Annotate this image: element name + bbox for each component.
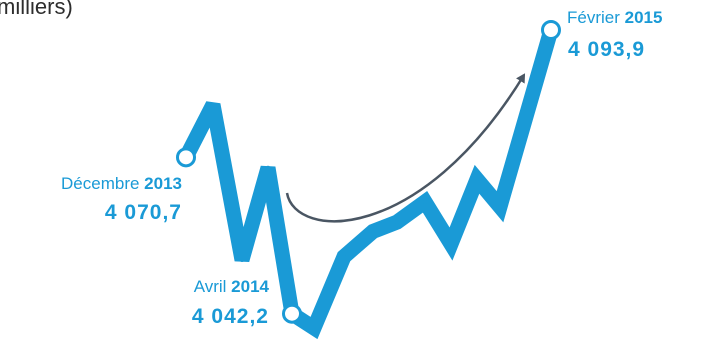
data-point — [211, 102, 215, 107]
annotation-year: 2014 — [231, 277, 269, 296]
highlight-marker — [176, 147, 196, 168]
highlight-marker — [541, 20, 561, 40]
data-point — [240, 257, 244, 262]
data-point — [342, 254, 346, 259]
marker-layer — [176, 20, 561, 324]
data-point — [498, 204, 502, 209]
data-point — [449, 242, 453, 247]
data-point — [395, 220, 399, 225]
annotation-value-apr-2014: 4 042,2 — [192, 305, 269, 328]
annotation-month: Décembre — [61, 174, 139, 193]
annotation-period-feb-2015: Février 2015 — [567, 8, 662, 27]
data-point — [371, 229, 375, 234]
data-point — [475, 177, 479, 182]
highlight-marker — [282, 303, 302, 324]
annotation-month: Avril — [194, 277, 227, 296]
trend-arrow — [285, 73, 526, 223]
data-point — [312, 326, 316, 330]
annotation-period-dec-2013: Décembre 2013 — [61, 174, 182, 193]
annotation-year: 2015 — [625, 8, 663, 27]
y-axis-title-fragment: milliers) — [0, 0, 73, 19]
annotation-month: Février — [567, 8, 620, 27]
series-line — [179, 27, 559, 340]
annotation-value-feb-2015: 4 093,9 — [568, 38, 645, 61]
annotation-value-dec-2013: 4 070,7 — [105, 201, 182, 224]
data-point — [266, 165, 270, 170]
annotation-year: 2013 — [144, 174, 182, 193]
data-point — [423, 199, 427, 204]
annotation-period-apr-2014: Avril 2014 — [194, 277, 270, 296]
